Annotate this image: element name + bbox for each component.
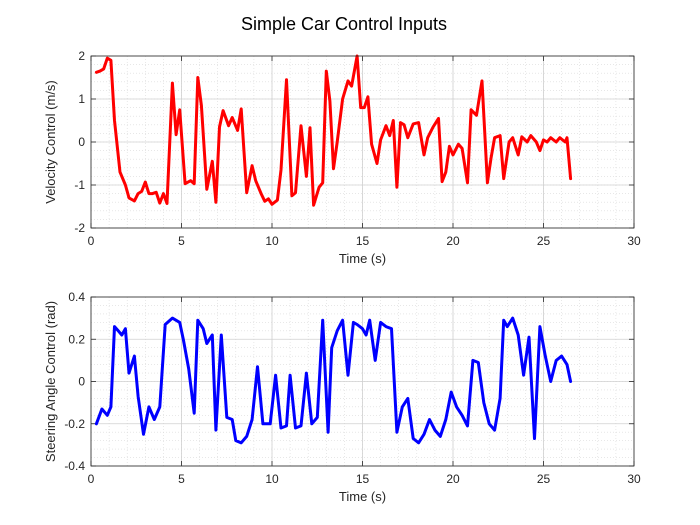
x-tick-label: 10: [265, 234, 279, 248]
velocity-axes-box: [90, 55, 635, 229]
y-tick-label: -0.4: [64, 459, 85, 473]
y-tick-label: -2: [74, 221, 85, 235]
x-tick-label: 25: [537, 472, 551, 486]
steering-axes-box: [90, 296, 635, 467]
x-tick-label: 20: [446, 472, 460, 486]
y-tick-label: 0.2: [68, 332, 85, 346]
y-tick-label: -1: [74, 178, 85, 192]
y-tick-label: 0: [78, 135, 85, 149]
y-tick-label: 2: [78, 49, 85, 63]
y-tick-label: 0.4: [68, 290, 85, 304]
x-tick-label: 5: [178, 234, 185, 248]
x-axis-label: Time (s): [339, 251, 386, 266]
x-tick-label: 15: [356, 234, 370, 248]
x-tick-label: 15: [356, 472, 370, 486]
steering-series-line: [94, 316, 573, 445]
y-tick-label: 0: [78, 375, 85, 389]
x-tick-label: 30: [627, 234, 641, 248]
x-tick-label: 0: [88, 234, 95, 248]
x-tick-label: 25: [537, 234, 551, 248]
y-axis-label: Velocity Control (m/s): [43, 80, 58, 204]
velocity-series-line: [94, 54, 573, 207]
x-tick-label: 30: [627, 472, 641, 486]
steering-subplot: 0 5 10 15 20 25 30 -0.4 -0.2 0 0.2 0.4 Time (s) Steer…: [43, 290, 641, 504]
y-axis-label: Steering Angle Control (rad): [43, 301, 58, 462]
x-tick-label: 10: [265, 472, 279, 486]
figure-title: Simple Car Control Inputs: [241, 14, 447, 34]
x-tick-label: 5: [178, 472, 185, 486]
y-tick-label: 1: [78, 92, 85, 106]
x-tick-label: 0: [88, 472, 95, 486]
x-tick-label: 20: [446, 234, 460, 248]
x-axis-label: Time (s): [339, 489, 386, 504]
velocity-subplot: 0 5 10 15 20 25 30 -2 -1 0 1 2 Time (s) Velocity Cont…: [43, 49, 641, 266]
y-tick-label: -0.2: [64, 417, 85, 431]
